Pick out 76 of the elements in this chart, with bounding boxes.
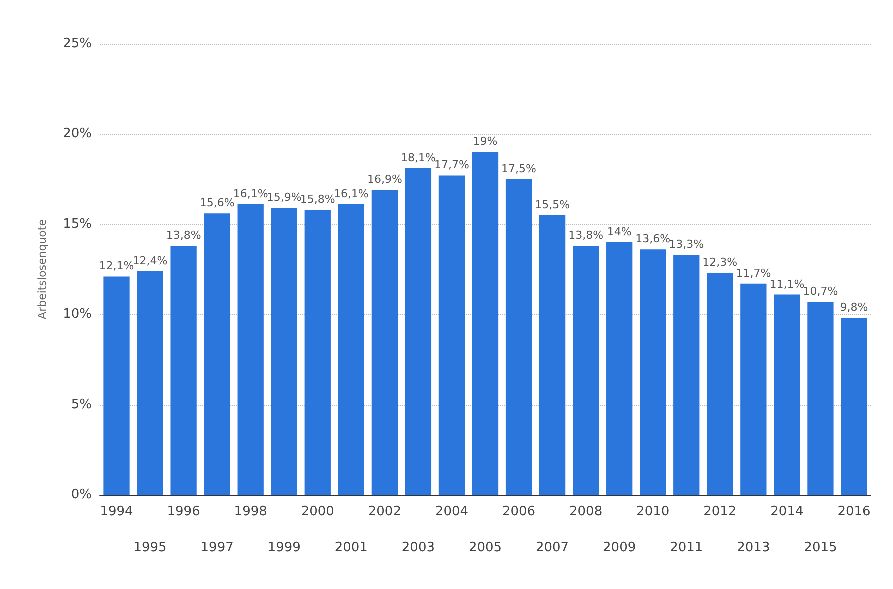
data-label: 15,6% [200, 196, 235, 210]
x-tick-label: 2016 [838, 504, 871, 520]
x-tick-label: 2015 [804, 540, 838, 556]
bar [372, 190, 398, 495]
y-tick-label: 20% [63, 126, 92, 142]
data-label: 11,7% [736, 266, 772, 280]
data-label: 12,4% [132, 254, 168, 268]
x-tick-label: 2006 [502, 504, 536, 520]
bar [438, 176, 466, 495]
bar [405, 168, 432, 495]
data-label: 16,9% [367, 173, 402, 186]
data-label: 16,1% [334, 188, 369, 201]
x-tick-label: 1997 [200, 540, 234, 556]
bar [740, 284, 767, 495]
data-label: 9,8% [840, 301, 868, 314]
x-tick-label: 2002 [368, 504, 402, 520]
data-label: 13,8% [166, 229, 202, 242]
data-label: 15,5% [535, 198, 570, 212]
data-label: 11,1% [770, 278, 805, 291]
y-tick-label: 15% [63, 216, 92, 232]
bar [238, 204, 264, 495]
data-label: 12,1% [99, 260, 134, 273]
bar [104, 276, 130, 495]
data-label: 16,1% [233, 188, 268, 201]
data-label: 14% [607, 225, 632, 238]
x-tick-label: 2007 [536, 540, 570, 556]
data-label: 13,3% [669, 238, 704, 252]
bar [539, 215, 566, 495]
x-tick-label: 2009 [603, 540, 636, 556]
x-tick-label: 2014 [770, 504, 804, 520]
data-label: 19% [473, 135, 498, 148]
bar [137, 271, 164, 495]
x-tick-label: 2000 [301, 504, 334, 520]
data-label: 15,9% [266, 191, 302, 204]
y-tick-label: 10% [63, 307, 92, 322]
data-label: 17,5% [502, 162, 536, 176]
bar [338, 204, 364, 495]
x-tick-label: 1994 [100, 504, 134, 520]
x-tick-label: 2004 [435, 504, 469, 520]
x-tick-label: 1996 [167, 504, 200, 520]
bar [674, 255, 700, 495]
x-tick-label: 1995 [134, 540, 167, 556]
bar [707, 273, 734, 495]
x-tick-label: 2005 [468, 540, 502, 556]
x-tick-label: 2008 [570, 504, 603, 520]
bar [841, 318, 868, 495]
x-tick-label: 2012 [704, 504, 737, 520]
y-tick-label: 0% [71, 488, 92, 502]
y-tick-label: 25% [63, 36, 92, 52]
bar [204, 214, 230, 495]
data-label: 17,7% [434, 158, 470, 172]
bar [170, 246, 197, 495]
y-axis-title: Arbeitslosenquote [36, 219, 49, 320]
bar [640, 250, 666, 495]
x-tick-label: 2013 [737, 540, 770, 556]
bar [606, 242, 633, 495]
bar [808, 302, 834, 495]
data-label: 10,7% [803, 284, 838, 298]
data-label: 13,6% [636, 232, 671, 246]
data-label: 12,3% [702, 256, 738, 270]
x-tick-label: 2010 [636, 504, 670, 520]
bar [506, 179, 532, 495]
x-tick-label: 2001 [334, 540, 368, 556]
data-label: 18,1% [400, 151, 436, 164]
bar [271, 208, 298, 495]
x-tick-label: 2011 [670, 540, 704, 556]
bar [472, 152, 499, 495]
y-tick-label: 5% [71, 397, 92, 412]
x-tick-label: 1999 [268, 540, 301, 556]
bar [774, 294, 800, 495]
bar [572, 246, 600, 495]
bar [304, 210, 331, 495]
data-label: 15,8% [300, 192, 336, 206]
x-tick-label: 2003 [402, 540, 436, 556]
x-tick-label: 1998 [234, 504, 268, 520]
data-label: 13,8% [568, 229, 604, 242]
